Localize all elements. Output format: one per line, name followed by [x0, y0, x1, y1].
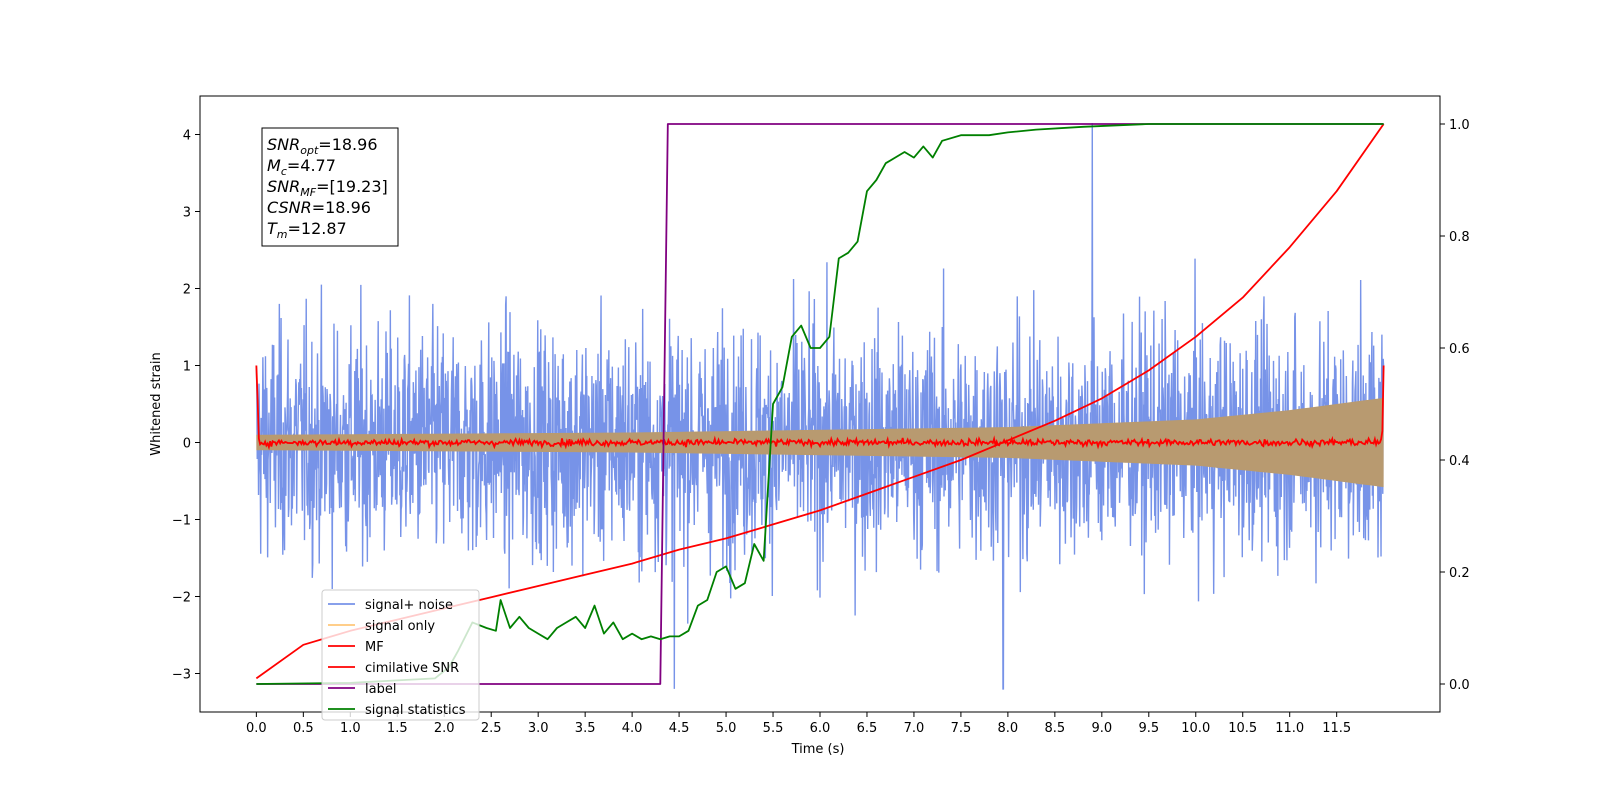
annotation-frame — [261, 127, 399, 247]
y2-tick-label: 0.6 — [1449, 342, 1470, 357]
x-tick-label: 11.0 — [1275, 721, 1304, 736]
series-signal-only — [256, 397, 1384, 488]
annotation-line: Mc=4.77 — [267, 156, 336, 178]
series-mf — [255, 365, 1385, 451]
x-tick-label: 2.5 — [481, 721, 502, 736]
y2-tick-label: 0.0 — [1449, 678, 1470, 693]
annotation-value: =18.96 — [318, 135, 377, 154]
x-tick-label: 11.5 — [1322, 721, 1351, 736]
x-tick-label: 9.0 — [1091, 721, 1112, 736]
legend-entry: cimilative SNR — [365, 661, 459, 676]
x-tick-label: 7.5 — [951, 721, 972, 736]
x-tick-label: 10.0 — [1181, 721, 1210, 736]
annotation-line: SNRMF=[19.23] — [267, 177, 388, 199]
x-tick-label: 9.5 — [1138, 721, 1159, 736]
legend: signal+ noise signal only MF cimilative SNR… — [321, 589, 480, 721]
y-tick-label: 4 — [183, 129, 191, 144]
x-tick-label: 6.5 — [857, 721, 878, 736]
x-tick-label: 8.0 — [998, 721, 1019, 736]
x-tick-label: 2.0 — [434, 721, 455, 736]
x-axis-label: Time (s) — [791, 742, 845, 757]
x-tick-label: 1.0 — [340, 721, 361, 736]
annotation-subscript: c — [281, 165, 287, 178]
x-tick-label: 7.0 — [904, 721, 925, 736]
x-tick-label: 6.0 — [810, 721, 831, 736]
y2-tick-label: 0.8 — [1449, 230, 1470, 245]
annotation-subscript: opt — [300, 144, 319, 157]
annotation-symbol: T — [267, 219, 278, 238]
legend-entry: signal+ noise — [365, 598, 453, 613]
y-tick-label: −1 — [172, 514, 191, 529]
y-tick-label: 2 — [183, 283, 191, 298]
y-tick-label: −2 — [172, 591, 191, 606]
annotation-symbol: SNR — [267, 177, 300, 196]
y-tick-label: 3 — [183, 206, 191, 221]
annotation-value: =18.96 — [312, 198, 371, 217]
x-tick-label: 1.5 — [387, 721, 408, 736]
x-tick-label: 3.5 — [575, 721, 596, 736]
annotation-symbol: M — [267, 156, 281, 175]
legend-entry: label — [365, 682, 396, 697]
x-tick-label: 4.5 — [669, 721, 690, 736]
annotation-box: SNRopt=18.96Mc=4.77SNRMF=[19.23]CSNR=18.… — [261, 127, 399, 247]
y2-tick-label: 0.4 — [1449, 454, 1470, 469]
y-axis: −3 −2 −1 0 1 2 3 4 — [172, 129, 200, 683]
x-tick-label: 0.5 — [293, 721, 314, 736]
y2-axis: 0.0 0.2 0.4 0.6 0.8 1.0 — [1440, 118, 1470, 693]
series-signal-statistics — [256, 123, 1384, 685]
x-tick-label: 5.5 — [763, 721, 784, 736]
x-tick-label: 10.5 — [1228, 721, 1257, 736]
annotation-symbol: SNR — [267, 135, 300, 154]
legend-entry: MF — [365, 640, 384, 655]
legend-entry: signal statistics — [365, 703, 466, 718]
annotation-subscript: MF — [300, 186, 316, 199]
annotation-value: =4.77 — [287, 156, 336, 175]
y-tick-label: −3 — [172, 668, 191, 683]
x-tick-label: 0.0 — [246, 721, 267, 736]
annotation-line: Tm=12.87 — [267, 219, 347, 241]
y-axis-label: Whitened strain — [149, 352, 164, 455]
y2-tick-label: 1.0 — [1449, 118, 1470, 133]
y-tick-label: 1 — [183, 360, 191, 375]
legend-entry: signal only — [365, 619, 435, 634]
annotation-value: =12.87 — [288, 219, 347, 238]
x-tick-label: 8.5 — [1045, 721, 1066, 736]
y-tick-label: 0 — [183, 437, 191, 452]
annotation-symbol: CSNR — [267, 198, 312, 217]
x-axis: 0.0 0.5 1.0 1.5 2.0 2.5 3.0 3.5 4.0 4.5 5.0 5.5 6.0 6… — [246, 712, 1351, 736]
x-tick-label: 5.0 — [716, 721, 737, 736]
legend-frame — [321, 589, 480, 721]
x-tick-label: 3.0 — [528, 721, 549, 736]
annotation-value: =[19.23] — [316, 177, 388, 196]
annotation-line: CSNR=18.96 — [267, 198, 371, 217]
x-tick-label: 4.0 — [622, 721, 643, 736]
annotation-subscript: m — [277, 228, 288, 241]
annotation-line: SNRopt=18.96 — [267, 135, 378, 157]
y2-tick-label: 0.2 — [1449, 566, 1470, 581]
